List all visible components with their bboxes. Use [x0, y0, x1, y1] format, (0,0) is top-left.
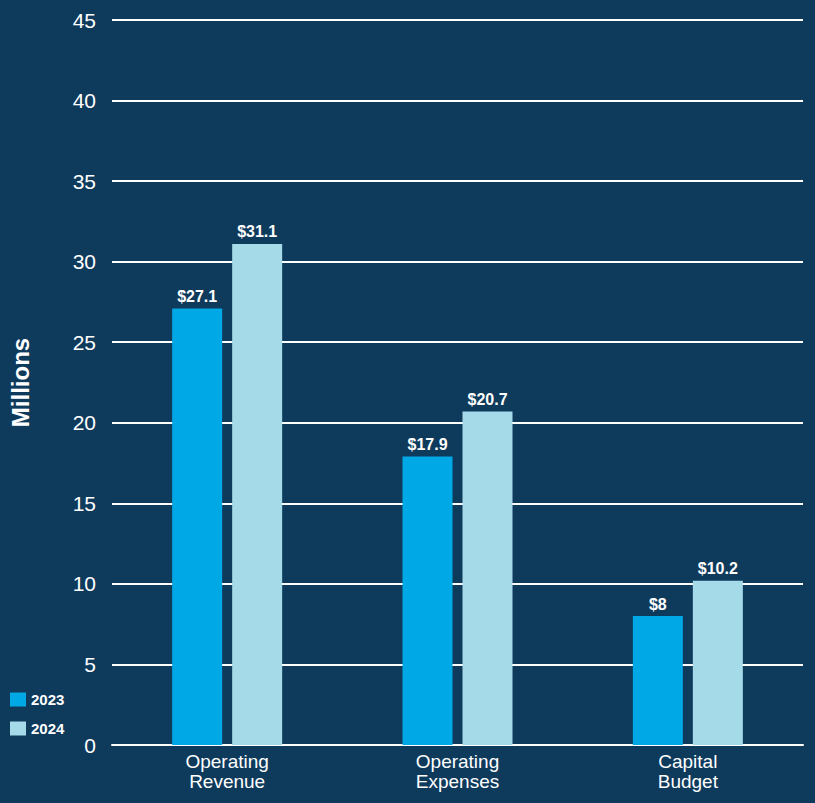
- svg-text:Operating: Operating: [416, 751, 499, 772]
- svg-text:Millions: Millions: [7, 338, 34, 427]
- svg-text:30: 30: [73, 250, 96, 273]
- svg-text:10: 10: [73, 572, 96, 595]
- svg-text:5: 5: [84, 653, 96, 676]
- svg-text:0: 0: [84, 734, 96, 757]
- svg-text:40: 40: [73, 89, 96, 112]
- svg-text:Revenue: Revenue: [189, 771, 265, 792]
- svg-text:$8: $8: [649, 596, 667, 613]
- svg-text:20: 20: [73, 411, 96, 434]
- svg-text:$31.1: $31.1: [237, 223, 277, 240]
- svg-text:Operating: Operating: [185, 751, 268, 772]
- svg-text:45: 45: [73, 9, 96, 32]
- svg-text:$27.1: $27.1: [177, 288, 217, 305]
- svg-text:Expenses: Expenses: [416, 771, 499, 792]
- svg-text:Budget: Budget: [658, 771, 719, 792]
- svg-text:$17.9: $17.9: [407, 436, 447, 453]
- svg-text:2023: 2023: [31, 691, 64, 708]
- svg-text:2024: 2024: [31, 720, 65, 737]
- svg-text:35: 35: [73, 170, 96, 193]
- svg-text:$20.7: $20.7: [467, 391, 507, 408]
- svg-text:Capital: Capital: [658, 751, 717, 772]
- svg-text:25: 25: [73, 331, 96, 354]
- svg-text:$10.2: $10.2: [698, 560, 738, 577]
- svg-text:15: 15: [73, 492, 96, 515]
